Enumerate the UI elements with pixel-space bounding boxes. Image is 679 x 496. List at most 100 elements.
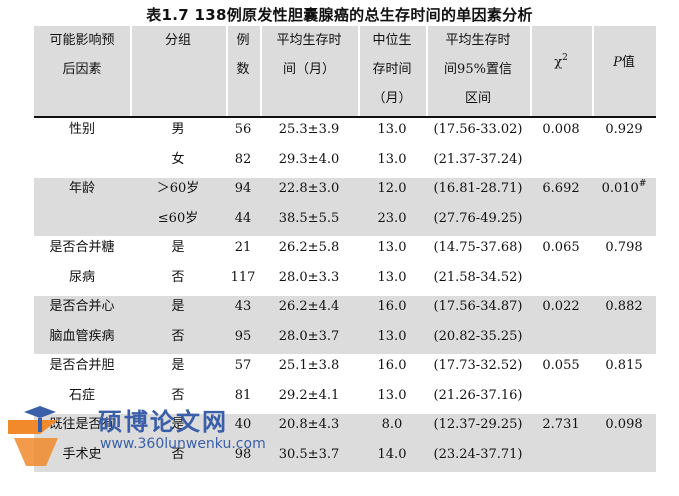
cell-p: 0.815 (605, 358, 643, 373)
header-factor: 可能影响预 后因素 (49, 33, 115, 77)
watermark-url: www.360lunwenku.com (100, 436, 266, 452)
cell-n: 43 (234, 299, 252, 314)
cell-ci: (17.56-33.02) (433, 122, 523, 137)
row-band (34, 178, 656, 236)
cap-icon (38, 418, 42, 432)
cell-factor: 性别 (68, 122, 95, 137)
cell-group: 是 (171, 299, 185, 314)
cell-median: 13.0 (377, 328, 407, 344)
cell-p: 0.882 (605, 299, 643, 314)
cell-chi: 2.731 (542, 417, 580, 432)
cell-n: 95 (234, 328, 252, 344)
cell-mean: 26.2±5.8 (278, 240, 340, 255)
cell-n: 44 (234, 210, 252, 226)
cell-mean: 25.1±3.8 (278, 358, 340, 373)
cell-factor: 脑血管疾病 (49, 328, 115, 344)
cell-factor: 是否合并心 (49, 299, 115, 314)
table-title: 表1.7 138例原发性胆囊腺癌的总生存时间的单因素分析 (146, 6, 533, 24)
cell-median: 16.0 (377, 299, 407, 314)
cell-median: 16.0 (377, 358, 407, 373)
chi-symbol: χ (554, 55, 563, 70)
header-divider (226, 26, 228, 116)
cell-median: 14.0 (377, 446, 407, 462)
cell-factor: 尿病 (68, 269, 95, 285)
cell-n: 94 (234, 181, 252, 196)
cell-n: 56 (234, 122, 252, 137)
cell-chi: 0.065 (542, 240, 580, 255)
cell-mean: 29.3±4.0 (278, 151, 340, 167)
cell-group: 男 (171, 122, 185, 137)
cell-group: 是 (171, 358, 185, 373)
header-divider (260, 26, 262, 116)
header-chi: χ2 (530, 48, 592, 79)
cell-group: 否 (171, 387, 185, 403)
significance-mark: # (638, 179, 647, 189)
cell-ci: (12.37-29.25) (433, 417, 523, 432)
cell-ci: (14.75-37.68) (433, 240, 523, 255)
cell-ci: (21.37-37.24) (433, 151, 523, 167)
cell-n: 82 (234, 151, 252, 167)
cell-group: 是 (171, 240, 185, 255)
header-group: 分组 (164, 33, 191, 48)
cell-group: 女 (171, 151, 185, 167)
cell-ci: (21.26-37.16) (433, 387, 523, 403)
cell-median: 13.0 (377, 387, 407, 403)
header-divider (358, 26, 360, 116)
cell-mean: 28.0±3.7 (278, 328, 340, 344)
cell-p: 0.798 (605, 240, 643, 255)
cell-factor: 手术史 (62, 446, 102, 462)
cell-median: 13.0 (377, 151, 407, 167)
cell-group: 否 (171, 446, 185, 462)
cell-mean: 22.8±3.0 (278, 181, 340, 196)
cell-median: 12.0 (377, 181, 407, 196)
cell-ci: (17.73-32.52) (433, 358, 523, 373)
cell-n: 21 (234, 240, 252, 255)
cell-ci: (16.81-28.71) (433, 181, 523, 196)
header-median: 中位生 存时间 （月） (372, 33, 412, 106)
cell-chi: 0.008 (542, 122, 580, 137)
survival-table: 可能影响预 后因素 分组 例 数 平均生存时 间（月） 中位生 存时间 （月） … (34, 26, 656, 496)
cell-n: 57 (234, 358, 252, 373)
cell-n: 81 (234, 387, 252, 403)
cell-group: 是 (171, 417, 185, 432)
cell-mean: 38.5±5.5 (278, 210, 340, 226)
cell-median: 13.0 (377, 122, 407, 137)
cell-ci: (21.58-34.52) (433, 269, 523, 285)
cell-mean: 26.2±4.4 (278, 299, 340, 314)
cell-ci: (27.76-49.25) (433, 210, 523, 226)
row-band (34, 414, 656, 472)
cell-mean: 28.0±3.3 (278, 269, 340, 285)
cell-ci: (17.56-34.87) (433, 299, 523, 314)
cell-chi: 0.022 (542, 299, 580, 314)
cell-mean: 20.8±4.3 (278, 417, 340, 432)
header-divider (426, 26, 428, 116)
p-symbol: P (613, 55, 622, 70)
cell-factor: 既往是否有 (49, 417, 115, 432)
cell-mean: 29.2±4.1 (278, 387, 340, 403)
chi-superscript: 2 (562, 53, 568, 63)
logo-shape (8, 420, 58, 434)
cell-chi: 0.055 (542, 358, 580, 373)
cell-n: 117 (230, 269, 256, 285)
cell-n: 40 (234, 417, 252, 432)
cell-group: 否 (171, 269, 185, 285)
cell-median: 8.0 (381, 417, 403, 432)
cell-group: ＞60岁 (156, 181, 200, 196)
cell-median: 13.0 (377, 240, 407, 255)
header-divider (592, 26, 594, 116)
cell-factor: 是否合并胆 (49, 358, 115, 373)
logo-shape (14, 438, 58, 466)
cell-factor: 石症 (68, 387, 95, 403)
cell-factor: 年龄 (68, 181, 95, 196)
cell-mean: 25.3±3.9 (278, 122, 340, 137)
header-p: P值 (592, 48, 656, 77)
header-band (34, 26, 656, 116)
cell-median: 13.0 (377, 269, 407, 285)
watermark-text: 硕博论文网 (98, 408, 228, 436)
cell-chi: 6.692 (542, 181, 580, 196)
cell-ci: (20.82-35.25) (433, 328, 523, 344)
header-divider (530, 26, 532, 116)
header-rule (34, 116, 656, 118)
cell-p: 0.929 (605, 122, 643, 137)
row-band (34, 296, 656, 354)
